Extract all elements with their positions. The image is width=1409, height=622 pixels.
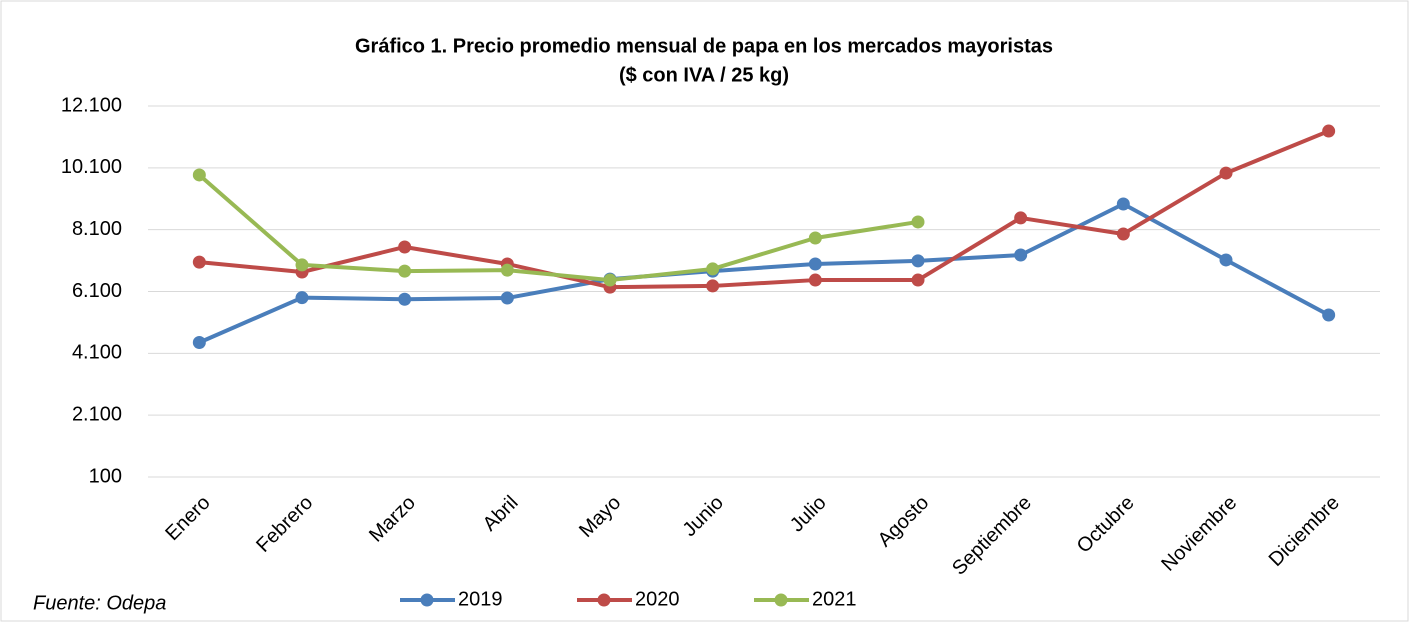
y-tick-label: 4.100 <box>72 342 122 364</box>
legend-marker <box>597 593 611 607</box>
source-note: Fuente: Odepa <box>33 592 166 614</box>
legend-marker <box>420 593 434 607</box>
point <box>295 258 309 272</box>
point <box>500 263 514 277</box>
point <box>1014 211 1028 225</box>
point <box>1219 166 1233 180</box>
point <box>398 240 412 254</box>
legend-label: 2020 <box>635 588 680 610</box>
y-tick-label: 100 <box>89 465 122 487</box>
point <box>911 215 925 229</box>
point <box>192 255 206 269</box>
chart-title: Gráfico 1. Precio promedio mensual de pa… <box>355 35 1053 57</box>
legend-marker <box>774 593 788 607</box>
y-tick-label: 8.100 <box>72 218 122 240</box>
point <box>1219 253 1233 267</box>
series-line <box>198 173 919 283</box>
point <box>808 231 822 245</box>
point <box>1322 124 1336 138</box>
point <box>1322 308 1336 322</box>
legend-label: 2019 <box>458 588 503 610</box>
point <box>911 254 925 268</box>
point <box>706 262 720 276</box>
y-tick-label: 10.100 <box>61 156 122 178</box>
point <box>192 168 206 182</box>
legend-label: 2021 <box>812 588 857 610</box>
point <box>1014 248 1028 262</box>
y-tick-label: 2.100 <box>72 403 122 425</box>
point <box>295 291 309 305</box>
point <box>603 273 617 287</box>
point <box>500 291 514 305</box>
point <box>808 273 822 287</box>
point <box>808 257 822 271</box>
point <box>911 273 925 287</box>
point <box>398 292 412 306</box>
point <box>398 264 412 278</box>
chart-subtitle: ($ con IVA / 25 kg) <box>619 64 789 86</box>
point <box>1116 197 1130 211</box>
point <box>192 336 206 350</box>
y-tick-label: 12.100 <box>61 94 122 116</box>
y-tick-label: 6.100 <box>72 280 122 302</box>
point <box>1116 227 1130 241</box>
series-line <box>199 129 1330 290</box>
point <box>706 279 720 293</box>
series-line <box>198 202 1330 345</box>
